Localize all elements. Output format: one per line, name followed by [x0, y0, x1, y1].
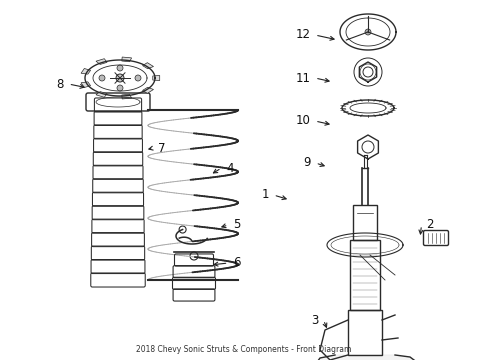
Text: 10: 10 — [295, 114, 310, 127]
Text: 3: 3 — [311, 314, 318, 327]
Polygon shape — [96, 91, 107, 97]
Text: 2018 Chevy Sonic Struts & Components - Front Diagram: 2018 Chevy Sonic Struts & Components - F… — [136, 346, 351, 355]
Circle shape — [364, 29, 370, 35]
Circle shape — [135, 75, 141, 81]
Polygon shape — [314, 355, 417, 360]
Text: 11: 11 — [295, 72, 310, 85]
Circle shape — [117, 85, 123, 91]
Text: 5: 5 — [233, 219, 240, 231]
Text: 7: 7 — [158, 141, 165, 154]
Circle shape — [116, 74, 124, 82]
Text: 1: 1 — [261, 189, 268, 202]
Text: 4: 4 — [226, 162, 233, 175]
Circle shape — [99, 75, 105, 81]
Text: 12: 12 — [295, 28, 310, 41]
Polygon shape — [142, 63, 153, 69]
Polygon shape — [96, 59, 107, 64]
Polygon shape — [122, 94, 131, 99]
Polygon shape — [81, 68, 90, 74]
Text: 6: 6 — [233, 256, 240, 270]
Text: 9: 9 — [303, 157, 310, 170]
Polygon shape — [81, 82, 90, 87]
Polygon shape — [122, 57, 131, 62]
Text: 2: 2 — [426, 219, 433, 231]
Polygon shape — [152, 76, 160, 81]
Text: 8: 8 — [56, 77, 63, 90]
Circle shape — [117, 65, 123, 71]
Polygon shape — [142, 87, 153, 93]
